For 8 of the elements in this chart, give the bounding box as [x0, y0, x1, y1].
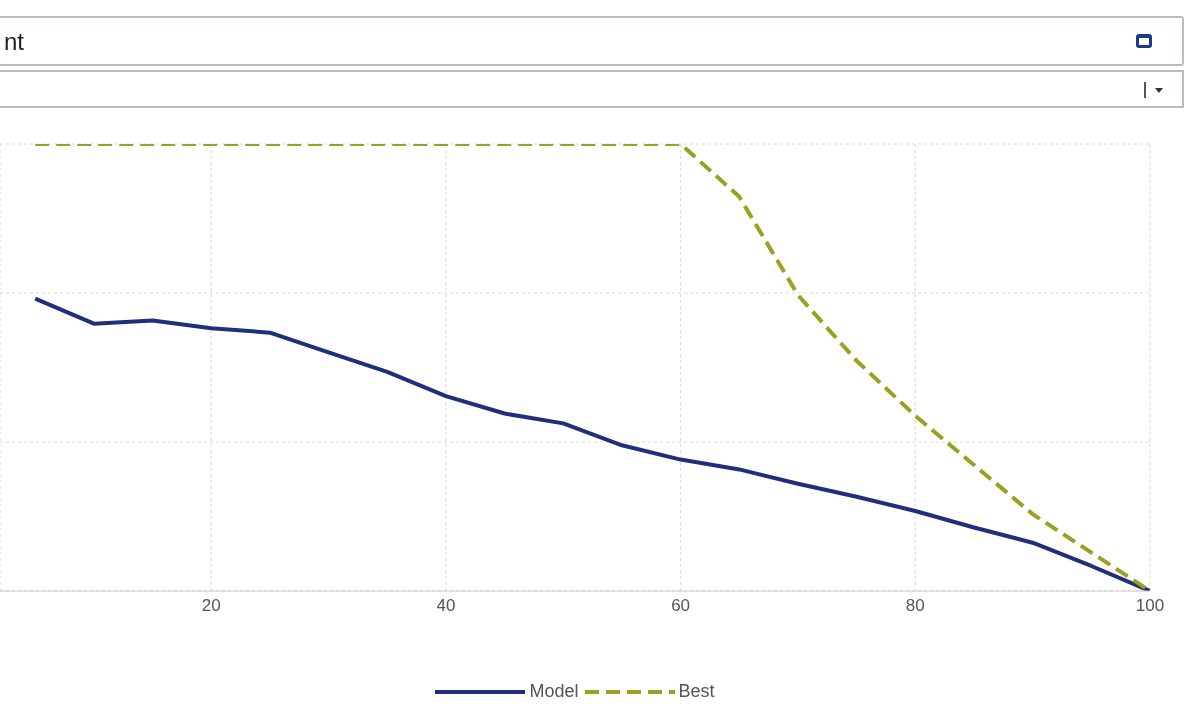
legend-label: Model — [529, 681, 579, 702]
x-tick-label: 60 — [671, 596, 691, 616]
x-tick-label: 100 — [1135, 596, 1165, 616]
legend-label: Best — [678, 681, 715, 702]
x-tick-label: 40 — [436, 596, 456, 616]
x-tick-label: 80 — [905, 596, 925, 616]
chart-title: nt — [4, 28, 25, 56]
x-tick-label: 20 — [201, 596, 221, 616]
